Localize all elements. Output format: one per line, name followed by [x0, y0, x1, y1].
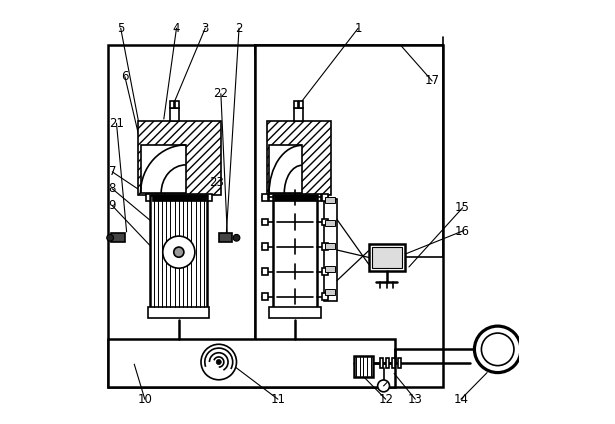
Bar — [108, 339, 395, 388]
Bar — [354, 356, 373, 377]
Bar — [170, 101, 175, 109]
Text: 11: 11 — [271, 393, 285, 406]
Bar — [262, 219, 268, 226]
Text: 15: 15 — [455, 201, 470, 214]
Circle shape — [163, 236, 195, 268]
Bar — [521, 342, 530, 357]
Bar — [323, 199, 337, 301]
Bar — [392, 358, 395, 368]
Bar — [262, 293, 268, 300]
Bar — [268, 121, 331, 195]
Text: 7: 7 — [108, 165, 116, 179]
Bar — [262, 268, 268, 275]
Circle shape — [107, 234, 114, 241]
Bar — [294, 109, 303, 121]
Bar — [262, 243, 268, 250]
Text: 12: 12 — [378, 393, 393, 406]
Bar — [322, 194, 328, 201]
Bar — [399, 358, 402, 368]
Bar — [299, 101, 303, 109]
Bar — [273, 195, 317, 309]
Bar — [269, 194, 322, 201]
Text: 23: 23 — [209, 176, 224, 189]
Text: 22: 22 — [213, 87, 228, 100]
Bar — [322, 268, 328, 275]
Text: 9: 9 — [108, 199, 116, 212]
Bar — [369, 244, 405, 271]
Bar — [141, 145, 186, 193]
Bar — [269, 307, 322, 318]
Bar — [146, 194, 212, 201]
FancyBboxPatch shape — [219, 233, 232, 243]
Bar — [262, 194, 268, 201]
Text: 8: 8 — [109, 182, 116, 195]
Bar — [170, 109, 180, 121]
Text: 10: 10 — [137, 393, 153, 406]
Circle shape — [378, 380, 389, 392]
Text: 5: 5 — [117, 22, 124, 35]
Text: 16: 16 — [455, 225, 470, 237]
Bar — [150, 195, 207, 309]
Circle shape — [201, 344, 237, 380]
Bar — [269, 145, 302, 193]
Text: 13: 13 — [408, 393, 423, 406]
Text: 2: 2 — [236, 22, 243, 35]
Bar — [294, 101, 298, 109]
Text: 1: 1 — [354, 22, 362, 35]
Text: 3: 3 — [202, 22, 209, 35]
Bar — [325, 243, 335, 249]
Bar — [138, 121, 221, 195]
Circle shape — [474, 326, 521, 373]
Bar — [380, 358, 383, 368]
Bar — [371, 247, 402, 268]
Bar — [151, 195, 206, 201]
Circle shape — [174, 247, 184, 257]
Bar — [325, 289, 335, 295]
Bar — [274, 195, 316, 201]
Bar — [325, 266, 335, 272]
Bar — [322, 219, 328, 226]
Bar — [386, 358, 389, 368]
Text: 14: 14 — [453, 393, 469, 406]
Text: 17: 17 — [425, 75, 440, 87]
Text: 4: 4 — [173, 22, 180, 35]
Bar — [175, 101, 180, 109]
Bar — [325, 220, 335, 226]
Bar — [148, 307, 210, 318]
Bar — [108, 45, 255, 388]
Circle shape — [482, 333, 514, 365]
Circle shape — [216, 360, 221, 365]
Bar — [255, 45, 443, 388]
FancyBboxPatch shape — [111, 233, 124, 243]
Text: 21: 21 — [109, 117, 124, 130]
Circle shape — [233, 234, 240, 241]
Bar — [322, 293, 328, 300]
Text: 6: 6 — [121, 70, 129, 83]
Bar — [322, 243, 328, 250]
Bar — [325, 197, 335, 203]
